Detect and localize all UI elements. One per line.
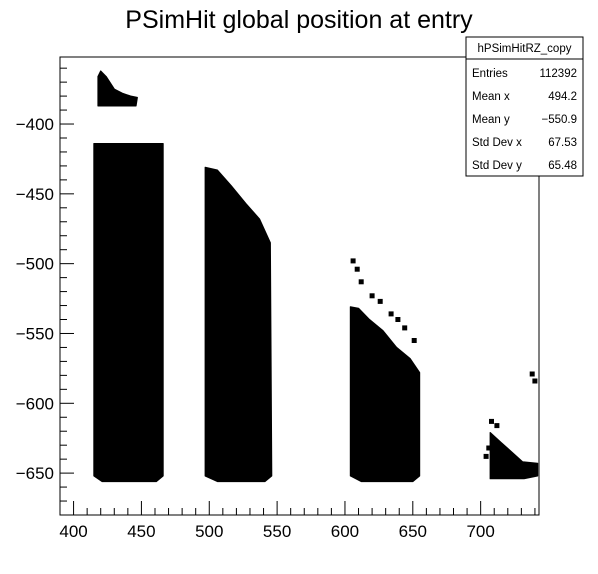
scatter-point (395, 317, 401, 322)
stats-row-value: 112392 (539, 68, 577, 80)
data-layer (93, 70, 539, 483)
scatter-point (489, 418, 494, 424)
stats-row-value: 494.2 (548, 91, 577, 103)
scatter-region-band-4 (489, 432, 539, 480)
scatter-point (358, 279, 364, 285)
stats-row-label: Std Dev y (472, 160, 522, 172)
x-tick-label: 650 (399, 522, 427, 541)
stats-box: hPSimHitRZ_copy Entries 112392 Mean x 494.2 M… (465, 36, 584, 177)
scatter-point (350, 258, 356, 264)
x-tick-label: 500 (195, 522, 223, 541)
scatter-point (529, 371, 535, 377)
scatter-point (494, 423, 500, 429)
scatter-point (354, 266, 360, 272)
x-tick-label: 700 (466, 522, 494, 541)
stats-box-frame (465, 36, 584, 177)
scatter-point (411, 338, 417, 343)
stats-row-label: Std Dev x (472, 137, 522, 149)
x-tick-label: 550 (263, 522, 291, 541)
stats-row-label: Mean x (472, 91, 510, 103)
x-tick-label: 450 (127, 522, 155, 541)
y-tick-label: −450 (16, 185, 54, 204)
scatter-point (377, 298, 383, 304)
plot-frame (59, 56, 540, 516)
y-tick-label: −550 (16, 324, 54, 343)
scatter-point (369, 293, 375, 299)
scatter-point (505, 463, 511, 469)
axis-layer: 400 450 500 550 600 650 700 −400 −450 −500 −550 −60… (16, 67, 536, 541)
y-tick-label: −600 (16, 394, 54, 413)
stats-row-value: 65.48 (548, 160, 577, 172)
y-tick-label: −650 (16, 464, 54, 483)
scatter-region-band-2 (204, 166, 273, 483)
stats-row-value: 67.53 (548, 137, 577, 149)
stats-box-name: hPSimHitRZ_copy (478, 43, 572, 55)
scatter-point (402, 325, 408, 331)
scatter-point (486, 445, 492, 451)
scatter-point (483, 453, 489, 459)
x-tick-label: 600 (331, 522, 359, 541)
y-tick-label: −400 (16, 115, 54, 134)
x-tick-label: 400 (59, 522, 87, 541)
chart-title: PSimHit global position at entry (125, 6, 473, 34)
scatter-region-small-cluster-top-left (97, 70, 138, 107)
scatter-point (532, 378, 538, 384)
scatter-region-band-1 (93, 143, 164, 483)
scatter-region-band-3 (349, 306, 421, 483)
stats-row-value: −550.9 (542, 114, 578, 126)
stats-row-label: Entries (472, 68, 508, 80)
stats-row-label: Mean y (472, 114, 510, 126)
scatter-point (388, 311, 394, 317)
y-tick-label: −500 (16, 255, 54, 274)
